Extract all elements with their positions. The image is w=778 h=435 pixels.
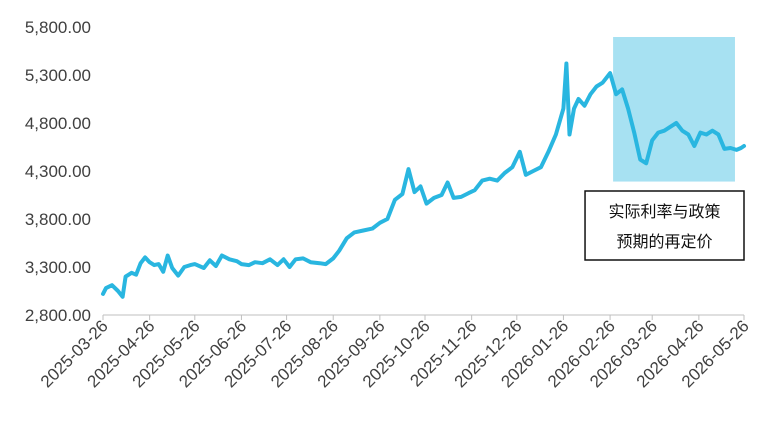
y-tick-label: 3,800.00 <box>25 210 91 229</box>
y-tick-label: 2,800.00 <box>25 306 91 325</box>
annotation-frame <box>584 190 745 261</box>
highlight-region <box>613 37 735 182</box>
y-tick-label: 5,300.00 <box>25 66 91 85</box>
annotation-line-1: 实际利率与政策 <box>609 202 721 221</box>
y-tick-label: 5,800.00 <box>25 18 91 37</box>
series-line <box>101 61 746 299</box>
y-tick-label: 4,300.00 <box>25 162 91 181</box>
annotation-box: 实际利率与政策 预期的再定价 <box>584 190 745 261</box>
y-tick-label: 4,800.00 <box>25 114 91 133</box>
y-axis: 2,800.00 3,300.00 3,800.00 4,300.00 4,800.00… <box>25 18 91 325</box>
y-tick-label: 3,300.00 <box>25 258 91 277</box>
annotation-line-2: 预期的再定价 <box>617 232 713 251</box>
x-axis: 2025-03-262025-04-262025-05-262025-06-26… <box>37 314 753 391</box>
